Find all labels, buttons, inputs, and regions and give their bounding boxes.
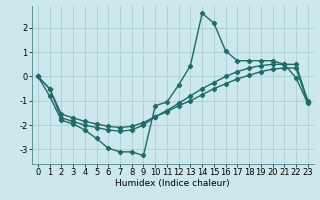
X-axis label: Humidex (Indice chaleur): Humidex (Indice chaleur): [116, 179, 230, 188]
